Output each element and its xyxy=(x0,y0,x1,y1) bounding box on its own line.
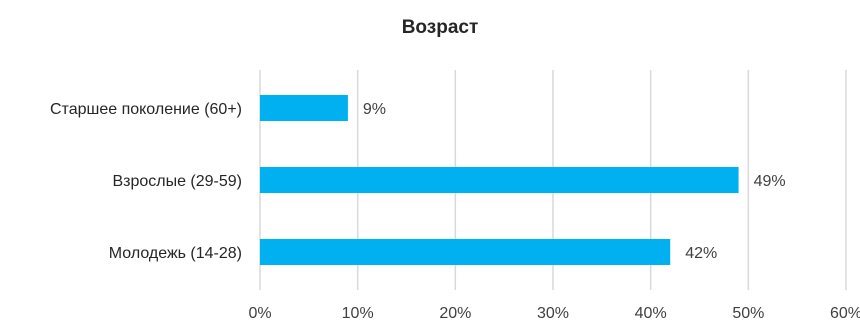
x-tick-label: 30% xyxy=(537,305,569,322)
x-tick-label: 60% xyxy=(830,305,860,322)
x-tick-label: 50% xyxy=(732,305,764,322)
data-labels: 9% 49% 42% xyxy=(363,101,786,262)
x-tick-label: 0% xyxy=(248,305,271,322)
bar xyxy=(260,239,671,265)
bars xyxy=(260,95,739,265)
category-label: Взрослые (29-59) xyxy=(112,173,242,190)
bar xyxy=(260,167,739,193)
bar xyxy=(260,95,348,121)
data-label: 42% xyxy=(685,245,717,262)
x-tick-label: 20% xyxy=(439,305,471,322)
chart-title: Возраст xyxy=(402,17,479,38)
data-label: 49% xyxy=(754,173,786,190)
category-label: Молодежь (14-28) xyxy=(109,245,242,262)
data-label: 9% xyxy=(363,101,386,118)
x-tick-label: 40% xyxy=(635,305,667,322)
x-axis-ticks: 0% 10% 20% 30% 40% 50% 60% xyxy=(248,305,860,322)
x-tick-label: 10% xyxy=(342,305,374,322)
category-label: Старшее поколение (60+) xyxy=(50,101,242,118)
category-labels: Старшее поколение (60+) Взрослые (29-59) М… xyxy=(50,101,242,262)
